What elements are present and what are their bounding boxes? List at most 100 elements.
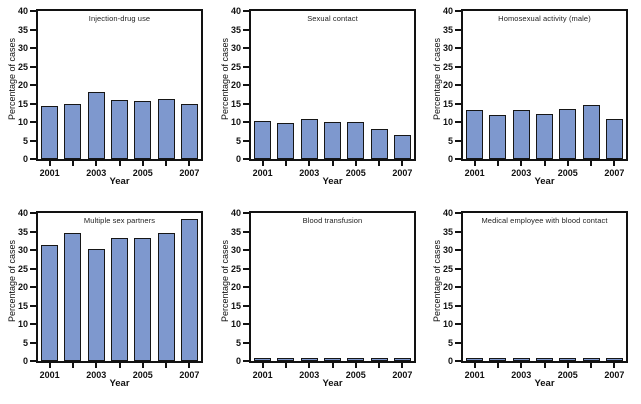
y-tick (243, 139, 249, 142)
x-tick (354, 161, 357, 166)
y-tick-label: 10 (442, 117, 453, 127)
y-tick (30, 102, 36, 105)
x-tick (95, 161, 98, 166)
y-tick (455, 47, 461, 49)
x-tick (354, 363, 357, 368)
x-tick (496, 161, 499, 166)
bar (559, 357, 577, 361)
y-tick-label: 40 (17, 208, 28, 218)
bar (111, 238, 128, 361)
plot-area: Homosexual activity (male) 0 5 10 15 20 25 30 3… (443, 6, 628, 178)
x-tick (520, 363, 523, 368)
y-tick (30, 230, 36, 233)
x-tick (543, 161, 546, 166)
y-tick (30, 341, 36, 344)
x-tick (473, 363, 476, 368)
y-tick-label: 30 (230, 43, 241, 53)
y-tick (30, 286, 36, 288)
chart-title: Injection-drug use (88, 14, 151, 23)
y-tick-label: 20 (442, 80, 453, 90)
subplot-medical-employee-blood-contact: Percentage of cases Medical employee wit… (425, 202, 641, 404)
y-tick-label: 25 (230, 263, 241, 274)
y-tick (30, 47, 36, 49)
x-tick-label: 2003 (86, 370, 107, 380)
y-tick-label: 10 (230, 117, 241, 127)
bar (559, 108, 577, 159)
y-tick (455, 341, 461, 344)
x-tick (188, 363, 191, 368)
y-tick-label: 15 (17, 300, 28, 311)
y-tick-label: 20 (230, 80, 241, 90)
y-tick-label: 35 (230, 24, 241, 35)
x-tick (378, 363, 381, 368)
y-tick (455, 65, 461, 68)
x-axis-label: Year (109, 176, 130, 187)
bar (254, 357, 272, 361)
y-tick-label: 35 (230, 226, 241, 237)
bar (111, 99, 128, 159)
bar (370, 129, 388, 159)
y-tick (455, 249, 461, 251)
chart-title: Medical employee with blood contact (481, 216, 608, 225)
x-tick-label: 2007 (179, 168, 200, 178)
plot-area: Sexual contact 0 5 10 15 20 25 30 35 40 2001 2003 2… (231, 6, 416, 178)
x-tick-label: 2001 (252, 168, 273, 178)
y-tick-label: 20 (17, 282, 28, 292)
x-tick-label: 2005 (345, 168, 366, 178)
y-tick (243, 304, 249, 307)
y-tick (30, 65, 36, 68)
x-tick (261, 161, 264, 166)
bar (370, 357, 388, 361)
chart-title: Multiple sex partners (83, 216, 156, 225)
x-tick (188, 161, 191, 166)
y-tick (455, 28, 461, 31)
y-tick-label: 0 (447, 356, 453, 366)
y-tick-label: 0 (235, 356, 241, 366)
y-tick (30, 267, 36, 270)
y-tick (243, 10, 249, 12)
subplot-sexual-contact: Percentage of cases Sexual contact 0 5 10 1… (213, 0, 429, 202)
x-tick (520, 161, 523, 166)
y-tick-label: 15 (17, 98, 28, 109)
y-tick-label: 5 (235, 337, 241, 348)
x-tick (331, 363, 334, 368)
y-tick-label: 30 (442, 43, 453, 53)
x-tick (284, 161, 287, 166)
x-tick (118, 363, 121, 368)
bar (41, 106, 59, 159)
bar (347, 357, 365, 361)
x-tick (566, 363, 569, 368)
y-tick (455, 102, 461, 105)
y-tick (455, 139, 461, 142)
bar (512, 110, 530, 159)
y-tick (30, 304, 36, 307)
y-tick-label: 35 (442, 226, 453, 237)
y-tick-label: 20 (230, 282, 241, 292)
y-tick (455, 230, 461, 233)
x-tick-label: 2007 (604, 168, 625, 178)
x-axis-label: Year (322, 176, 343, 187)
y-tick-label: 35 (442, 24, 453, 35)
x-tick (308, 363, 311, 368)
bar (536, 357, 553, 361)
y-tick (243, 267, 249, 270)
y-tick (243, 65, 249, 68)
plot-area: Blood transfusion 0 5 10 15 20 25 30 35 40 2001 20… (231, 208, 416, 380)
y-tick-label: 40 (442, 208, 453, 218)
bar (87, 92, 105, 159)
x-tick-label: 2003 (511, 370, 532, 380)
bar (393, 357, 411, 361)
x-tick-label: 2005 (132, 168, 153, 178)
y-tick (455, 212, 461, 214)
bar (134, 101, 152, 159)
x-tick (473, 161, 476, 166)
subplot-homosexual-activity-male: Percentage of cases Homosexual activity … (425, 0, 641, 202)
x-tick-label: 2007 (179, 370, 200, 380)
x-axis-label: Year (322, 378, 343, 389)
bar (466, 110, 484, 159)
bar (466, 357, 484, 361)
bar (324, 122, 341, 159)
bar (489, 114, 507, 159)
y-tick (243, 286, 249, 288)
